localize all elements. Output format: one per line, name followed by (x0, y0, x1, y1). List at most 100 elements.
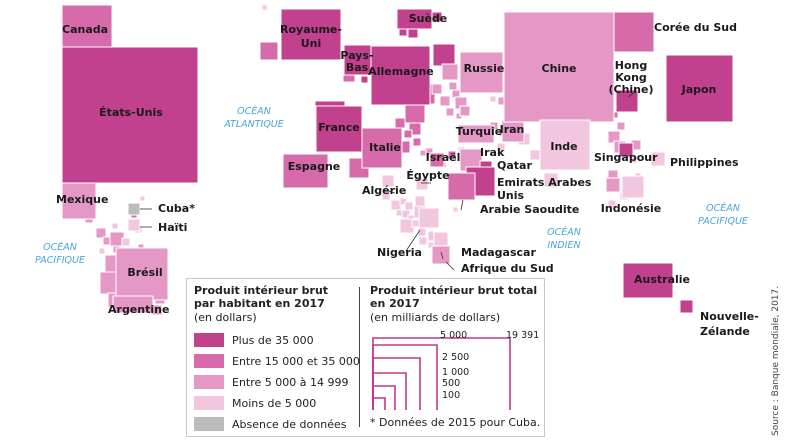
country-square-italie (361, 127, 403, 169)
label-etats-unis: États-Unis (99, 106, 163, 119)
label-italie: Italie (369, 141, 401, 154)
country-square-78 (496, 142, 506, 152)
label-madagascar: Madagascar (461, 246, 536, 259)
country-square-96 (607, 199, 617, 209)
leader-line-7 (383, 189, 396, 194)
legend: Produit intérieur brut par habitant en 2… (186, 278, 545, 437)
label-afrique-du-sud: Afrique du Sud (461, 262, 554, 275)
ocean-label-7: PACIFIQUE (698, 216, 748, 227)
label-russie: Russie (464, 62, 505, 75)
label-royaume-uni-0: Royaume- (280, 23, 342, 36)
country-square-25 (360, 75, 369, 84)
country-square-29 (432, 43, 456, 67)
legend-swatch-class-4 (194, 396, 224, 410)
ocean-label-3: PACIFIQUE (35, 255, 85, 266)
legend-gdp-per-capita-title: Produit intérieur brut (194, 284, 329, 297)
ocean-label-2: OCÉAN (43, 241, 77, 253)
legend-size-500: 500 (442, 378, 461, 389)
label-philippines: Philippines (670, 156, 739, 169)
country-square-inde (539, 119, 591, 171)
label-australie: Australie (634, 273, 690, 286)
country-square-4 (121, 237, 131, 247)
country-square-bresil (115, 247, 169, 301)
country-square-france (315, 105, 363, 153)
country-square-coree-du-sud (613, 11, 655, 53)
legend-divider (359, 287, 360, 427)
legend-label-class-4: Moins de 5 000 (232, 396, 317, 410)
label-cuba: Cuba* (158, 202, 195, 215)
country-square-43 (412, 137, 422, 147)
label-egypte: Égypte (406, 169, 449, 182)
label-irak: Irak (480, 146, 505, 159)
country-square-cuba (127, 202, 141, 216)
country-square-86 (616, 121, 626, 131)
label-nouvelle-zelande-0: Nouvelle- (700, 310, 759, 323)
legend-label-class-2: Entre 15 000 et 35 000 (232, 354, 360, 368)
country-square-5 (98, 247, 106, 255)
ocean-label-6: OCÉAN (706, 202, 740, 214)
ocean-label-0: OCÉAN (237, 105, 271, 117)
country-square-69 (417, 227, 427, 237)
country-square-41 (394, 117, 406, 129)
legend-size-5000: 5 000 (440, 330, 468, 341)
legend-label-class-3: Entre 5 000 à 14 999 (232, 375, 349, 389)
country-square-australie (622, 262, 674, 299)
ocean-label-5: INDIEN (547, 240, 580, 251)
source-note: Source : Banque mondiale, 2017. (771, 285, 781, 436)
leader-line-3 (445, 261, 455, 271)
country-square-turquie (457, 124, 495, 144)
country-square-suede (396, 8, 433, 30)
country-square-espagne (282, 153, 329, 189)
label-pays-bas-1: Bas (346, 61, 369, 74)
leader-line-4 (405, 229, 421, 252)
label-emirats-arabes-unis-1: Unis (497, 189, 525, 202)
country-square-afrique-du-sud (431, 245, 451, 265)
label-turquie: Turquie (456, 125, 503, 138)
country-square-8 (111, 222, 119, 230)
legend-total-gdp-title: Produit intérieur brut total (370, 284, 538, 297)
legend-row-class-3: Entre 5 000 à 14 999 (194, 374, 349, 390)
country-square-royaume-uni (280, 8, 342, 61)
country-square-28 (431, 83, 443, 95)
label-argentine: Argentine (108, 303, 169, 316)
leader-line-2 (440, 251, 444, 260)
country-square-57 (489, 95, 497, 103)
label-hong-kong-chine-2: (Chine) (608, 83, 653, 96)
label-israel: Israël (426, 151, 461, 164)
country-square-pays-bas (343, 44, 372, 76)
legend-row-class-1: Plus de 35 000 (194, 332, 314, 348)
country-square-94 (605, 177, 621, 193)
country-square-canada (61, 4, 113, 48)
country-square-11 (139, 195, 146, 202)
country-square-64 (401, 209, 411, 219)
country-square-20 (261, 4, 268, 11)
country-square-42 (403, 129, 413, 139)
label-inde: Inde (550, 140, 577, 153)
legend-square-5000 (372, 344, 438, 410)
legend-size-1000: 1 000 (442, 367, 470, 378)
label-arabie-saoudite: Arabie Saoudite (480, 203, 579, 216)
country-square-62 (414, 195, 426, 207)
country-square-haiti (127, 218, 141, 232)
label-mexique: Mexique (56, 193, 108, 206)
country-square-68 (411, 219, 420, 228)
country-square-argentine (112, 295, 154, 314)
country-square-51 (447, 150, 457, 160)
country-square-philippines (650, 151, 666, 167)
country-square-chine (503, 11, 615, 123)
country-square-madagascar (433, 231, 449, 247)
label-canada: Canada (62, 23, 108, 36)
label-chine: Chine (542, 62, 577, 75)
label-iran: Iran (500, 123, 525, 136)
legend-footnote-cuba: * Données de 2015 pour Cuba. (370, 416, 541, 429)
label-algerie: Algérie (362, 184, 406, 197)
legend-row-class-2: Entre 15 000 et 35 000 (194, 353, 360, 369)
country-square-31 (448, 81, 458, 91)
legend-swatch-class-1 (194, 333, 224, 347)
label-espagne: Espagne (288, 160, 341, 173)
legend-size-squares (372, 337, 511, 410)
country-square-19 (259, 41, 279, 61)
ocean-label-1: ATLANTIQUE (223, 119, 284, 130)
label-royaume-uni-1: Uni (301, 37, 322, 50)
